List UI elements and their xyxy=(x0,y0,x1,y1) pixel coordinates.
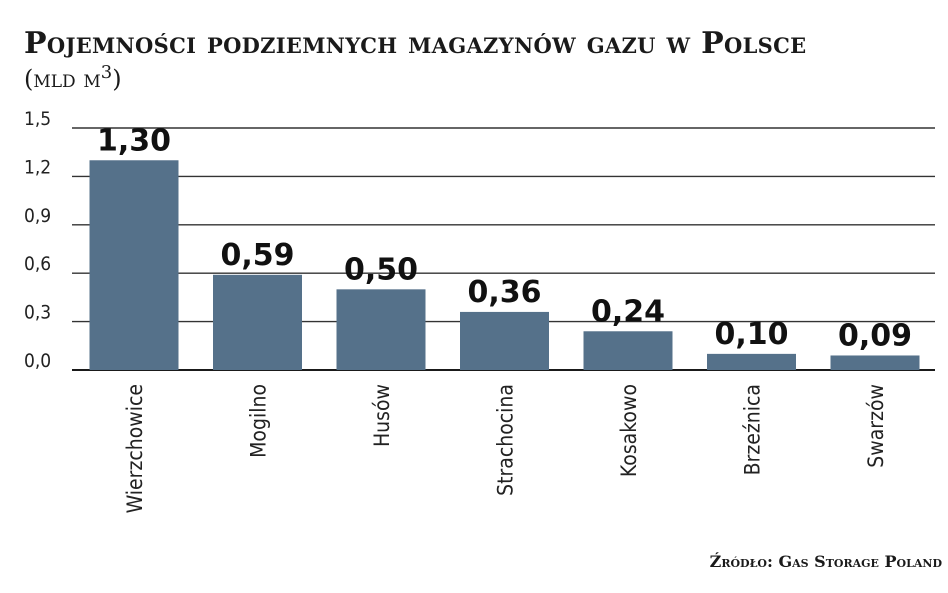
value-label: 0,50 xyxy=(344,252,418,287)
chart-subtitle: (mld m3) xyxy=(24,62,122,93)
category-label: Wierzchowice xyxy=(123,384,147,513)
y-tick-label: 1,2 xyxy=(24,156,51,178)
y-tick-label: 0,9 xyxy=(24,205,51,227)
value-label: 0,36 xyxy=(467,275,541,310)
bar xyxy=(213,274,302,370)
value-label: 0,59 xyxy=(220,238,294,273)
bar xyxy=(336,289,426,370)
value-label: 0,10 xyxy=(714,317,788,352)
value-label: 0,24 xyxy=(591,294,665,329)
y-axis-ticks: 0,0 0,3 0,6 0,9 1,2 1,5 xyxy=(24,108,51,372)
source-note: Źródło: Gas Storage Poland xyxy=(709,552,942,571)
category-labels: Wierzchowice Mogilno Husów Strachocina Kosak… xyxy=(123,384,888,513)
bar xyxy=(89,160,179,370)
bar xyxy=(830,355,920,370)
bar xyxy=(583,331,673,370)
y-tick-label: 0,0 xyxy=(24,350,51,372)
category-label: Husów xyxy=(370,384,394,447)
chart-title: Pojemności podziemnych magazynów gazu w … xyxy=(24,26,807,61)
y-tick-label: 0,3 xyxy=(24,302,51,324)
gridlines xyxy=(72,127,935,371)
y-tick-label: 1,5 xyxy=(24,108,51,130)
category-label: Strachocina xyxy=(494,384,518,496)
bar xyxy=(707,353,796,370)
bar xyxy=(460,311,549,370)
y-tick-label: 0,6 xyxy=(24,253,51,275)
value-label: 1,30 xyxy=(97,123,171,158)
value-label: 0,09 xyxy=(838,318,912,353)
value-labels: 1,30 0,59 0,50 0,36 0,24 0,10 0,09 xyxy=(97,123,912,353)
category-label: Swarzów xyxy=(864,384,888,468)
category-label: Brzeźnica xyxy=(741,384,765,475)
bars xyxy=(89,160,920,370)
category-label: Kosakowo xyxy=(617,384,641,477)
unit-superscript: 3 xyxy=(100,62,113,83)
category-label: Mogilno xyxy=(247,384,271,458)
